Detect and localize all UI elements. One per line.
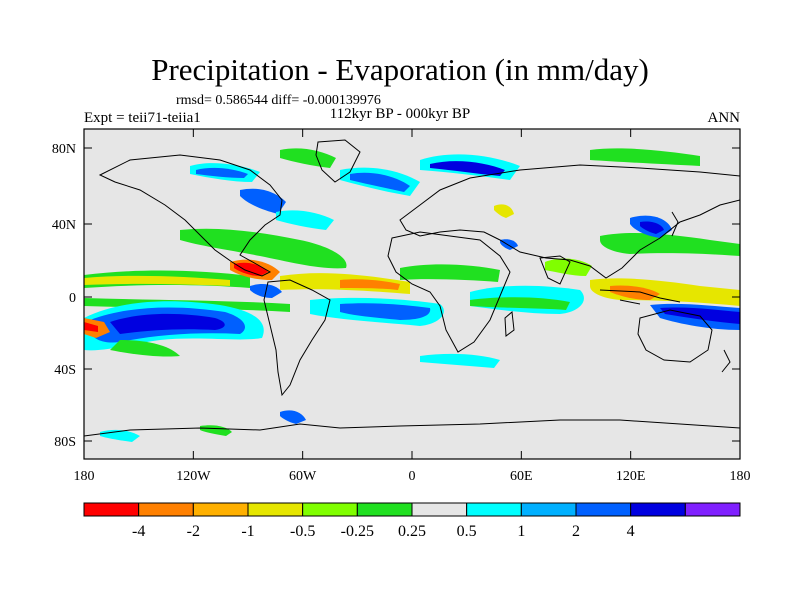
lat-tick-label: 80S xyxy=(54,435,76,450)
lat-tick-label: 0 xyxy=(69,291,76,306)
season-label: ANN xyxy=(707,110,741,126)
colorbar-labels: -4 -2 -1 -0.5 -0.25 0.25 0.5 1 2 4 xyxy=(132,523,635,540)
colorbar-label: -4 xyxy=(132,523,145,540)
colorbar-swatch xyxy=(630,502,686,517)
anomaly-field xyxy=(84,148,740,442)
lon-tick-label: 120E xyxy=(616,469,646,484)
colorbar-swatch xyxy=(520,502,577,517)
colorbar-label: 0.5 xyxy=(457,523,477,540)
colorbar-swatch xyxy=(684,502,741,517)
colorbar-swatch xyxy=(247,502,304,517)
colorbar-swatch xyxy=(192,502,249,517)
lat-tick-label: 40S xyxy=(54,363,76,378)
period-label: 112kyr BP - 000kyr BP xyxy=(329,106,471,122)
lon-tick-label: 60W xyxy=(289,469,317,484)
colorbar-label: -0.5 xyxy=(290,523,315,540)
colorbar-label: -0.25 xyxy=(341,523,374,540)
lon-tick-label: 180 xyxy=(730,469,751,484)
lat-axis: 80N 40N 0 40S 80S xyxy=(52,142,76,450)
colorbar-label: -2 xyxy=(187,523,200,540)
lon-axis: 180 120W 60W 0 60E 120E 180 xyxy=(74,469,751,484)
colorbar-label: -1 xyxy=(241,523,254,540)
lat-tick-label: 40N xyxy=(52,218,76,233)
lon-tick-label: 0 xyxy=(409,469,416,484)
lon-tick-label: 60E xyxy=(510,469,533,484)
colorbar-swatch xyxy=(411,502,468,517)
map-ticks xyxy=(83,129,741,459)
coastlines xyxy=(84,139,740,437)
experiment-label: Expt = teii71-teiia1 xyxy=(84,110,201,126)
lat-tick-label: 80N xyxy=(52,142,76,157)
colorbar-swatch xyxy=(356,502,413,517)
stats-label: rmsd= 0.586544 diff= -0.000139976 xyxy=(176,93,381,108)
lon-tick-label: 180 xyxy=(74,469,95,484)
map-title: Precipitation - Evaporation (in mm/day) xyxy=(151,52,649,87)
colorbar-swatch xyxy=(138,502,194,517)
colorbar-swatch xyxy=(575,502,632,517)
colorbar-label: 2 xyxy=(572,523,580,540)
colorbar xyxy=(83,502,741,517)
colorbar-label: 1 xyxy=(517,523,525,540)
lon-tick-label: 120W xyxy=(176,469,211,484)
colorbar-swatch xyxy=(83,502,140,517)
colorbar-label: 0.25 xyxy=(398,523,426,540)
colorbar-swatch xyxy=(302,502,358,517)
colorbar-swatch xyxy=(466,502,522,517)
colorbar-label: 4 xyxy=(627,523,635,540)
